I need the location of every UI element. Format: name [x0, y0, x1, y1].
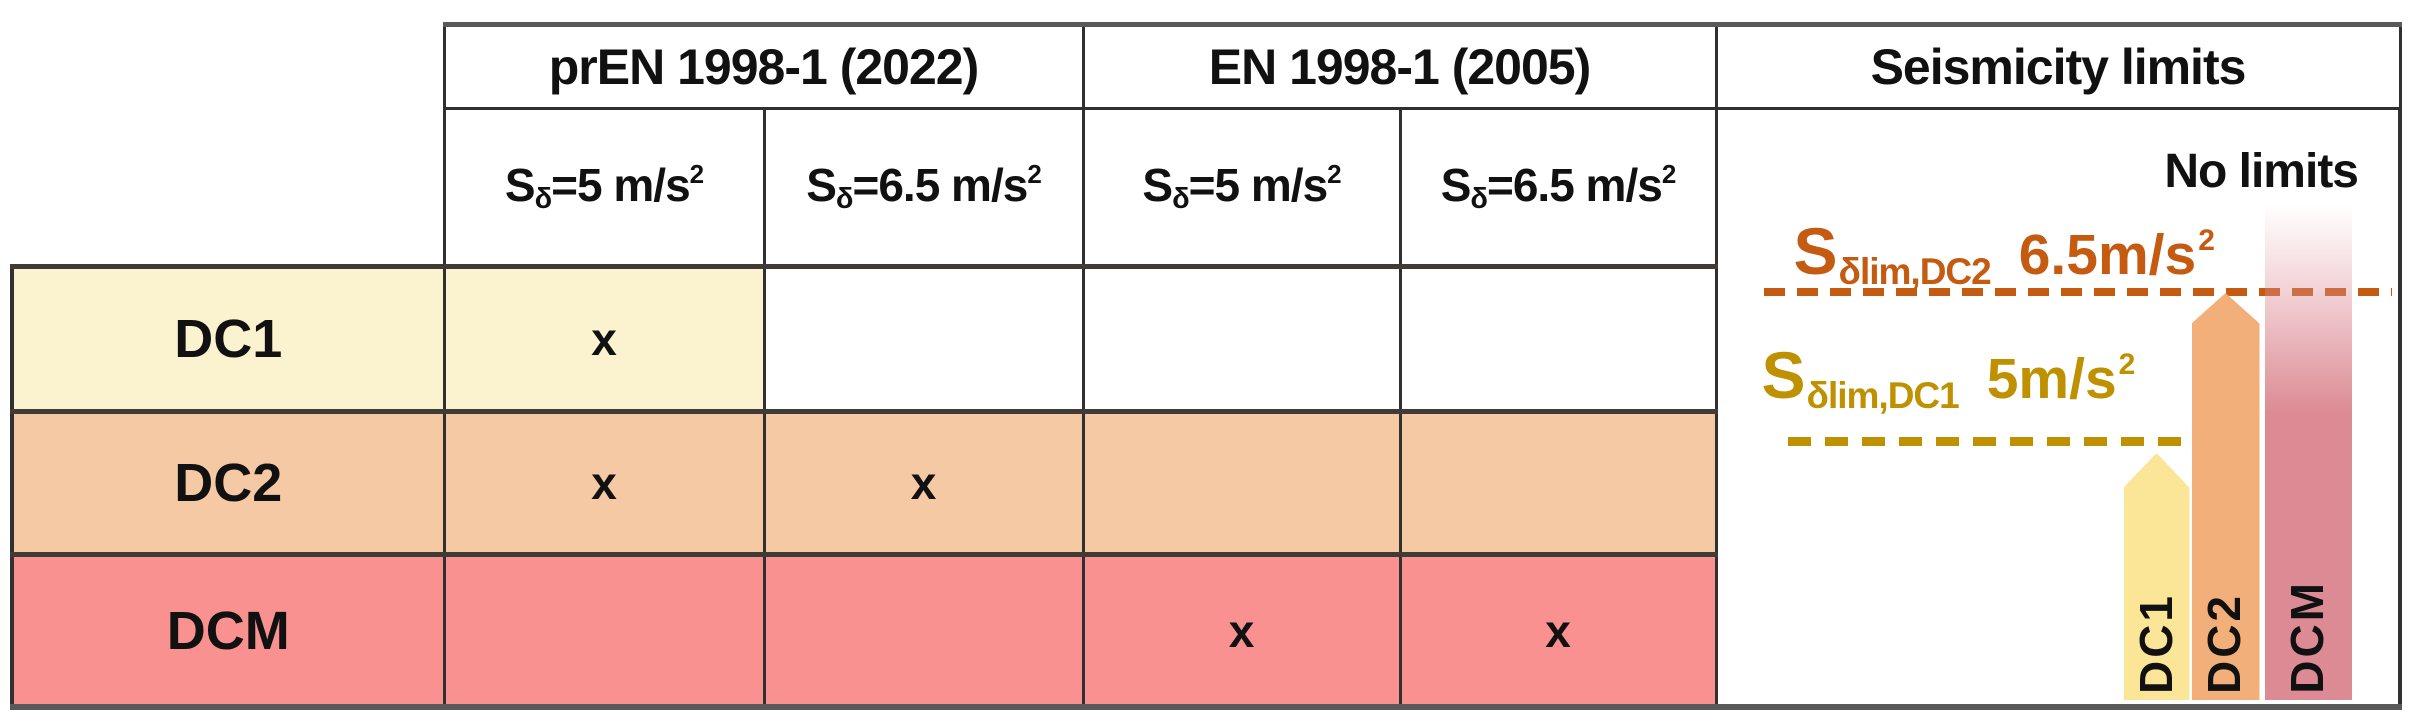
limit-superscript: 2: [2118, 348, 2136, 381]
cell-dc2-pren-sd5: x: [442, 410, 766, 558]
header-row-sdelta: Sδ=5 m/s2 Sδ=6.5 m/s2 Sδ=5 m/s2 Sδ=6.5 m…: [12, 106, 2402, 710]
sdelta-value: =6.5 m/s: [852, 159, 1028, 212]
cell-dcm-en-sd65: x: [1398, 553, 1718, 711]
bar-label-dc1: DC1: [2129, 592, 2182, 694]
dc2-limit-dashed-line: [1763, 288, 2392, 296]
comparison-table: prEN 1998-1 (2022) EN 1998-1 (2005) Seis…: [10, 22, 2402, 711]
row-dc2: DC2 x x: [10, 410, 2400, 558]
limit-value: 5m/s2: [1987, 348, 2136, 408]
row-dcm: DCM x x: [10, 553, 2400, 711]
header-en-1998-1-2005: EN 1998-1 (2005): [1081, 22, 1718, 110]
subheader-en-sd5: Sδ=5 m/s2: [1081, 106, 1402, 270]
limit-superscript: 2: [2198, 224, 2215, 257]
sdelta-subscript: δ: [1172, 183, 1190, 216]
row-dc1: DC1 x: [10, 264, 2400, 415]
sdelta-superscript: 2: [689, 159, 705, 190]
bar-dc1-arrow: [2123, 453, 2190, 700]
sdelta-subscript: δ: [534, 183, 553, 216]
subheader-en-sd65: Sδ=6.5 m/s2: [1398, 106, 1718, 270]
sdelta-superscript: 2: [1661, 159, 1677, 190]
subheader-pren-sd5: Sδ=5 m/s2: [442, 106, 766, 270]
cell-dc2-pren-sd65: x: [762, 410, 1085, 558]
dc1-limit-dashed-line: [1787, 437, 2190, 446]
bar-dcm-gradient: [2264, 205, 2352, 700]
limit-subscript: δlim,DC1: [1806, 375, 1960, 416]
header-seismicity-limits: Seismicity limits: [1714, 22, 2402, 110]
header-row-standards: prEN 1998-1 (2022) EN 1998-1 (2005) Seis…: [12, 22, 2402, 110]
row-label-dcm: DCM: [10, 553, 446, 711]
sdelta-value: =6.5 m/s: [1486, 159, 1663, 212]
cell-dc1-pren-sd5: x: [442, 264, 766, 415]
corner-blank-cell: [12, 24, 444, 109]
cell-dc2-en-sd65: [1398, 410, 1718, 558]
sdelta-subscript: δ: [835, 183, 854, 216]
cell-dc1-en-sd5: [1081, 264, 1402, 415]
cell-dcm-en-sd5: x: [1081, 553, 1402, 711]
sdelta-subscript: δ: [1470, 183, 1488, 216]
limit-subscript: δlim,DC2: [1838, 251, 1992, 292]
bar-dc2-arrow: [2191, 293, 2260, 700]
no-limits-label: No limits: [2164, 145, 2359, 198]
header-pren-1998-1-2022: prEN 1998-1 (2022): [442, 22, 1085, 110]
limit-value-text: 6.5m/s: [2018, 223, 2197, 287]
row-label-dc2: DC2: [10, 410, 446, 558]
sdelta-symbol: S: [1142, 159, 1173, 212]
subheader-pren-sd65: Sδ=6.5 m/s2: [762, 106, 1085, 270]
corner-blank-cell-2: [12, 108, 444, 267]
sdelta-value: =5 m/s: [1188, 159, 1328, 212]
bar-label-dc2: DC2: [2197, 592, 2250, 694]
sdelta-symbol: S: [806, 159, 837, 212]
bar-label-dcm: DCM: [2280, 580, 2333, 694]
limit-symbol: S: [1793, 214, 1838, 288]
cell-dc1-en-sd65: [1398, 264, 1718, 415]
row-label-dc1: DC1: [10, 264, 446, 415]
sdelta-superscript: 2: [1027, 159, 1042, 190]
sdelta-symbol: S: [1440, 159, 1472, 212]
cell-dcm-pren-sd5: [442, 553, 766, 711]
cell-dcm-pren-sd65: [762, 553, 1085, 711]
sdelta-superscript: 2: [1327, 159, 1342, 190]
limit-symbol: S: [1761, 338, 1806, 412]
sdelta-symbol: S: [504, 159, 536, 212]
cell-dc2-en-sd5: [1081, 410, 1402, 558]
sdelta-value: =5 m/s: [551, 159, 690, 212]
limit-value-text: 5m/s: [1986, 347, 2117, 411]
cell-dc1-pren-sd65: [762, 264, 1085, 415]
limit-value: 6.5m/s2: [2019, 224, 2215, 284]
